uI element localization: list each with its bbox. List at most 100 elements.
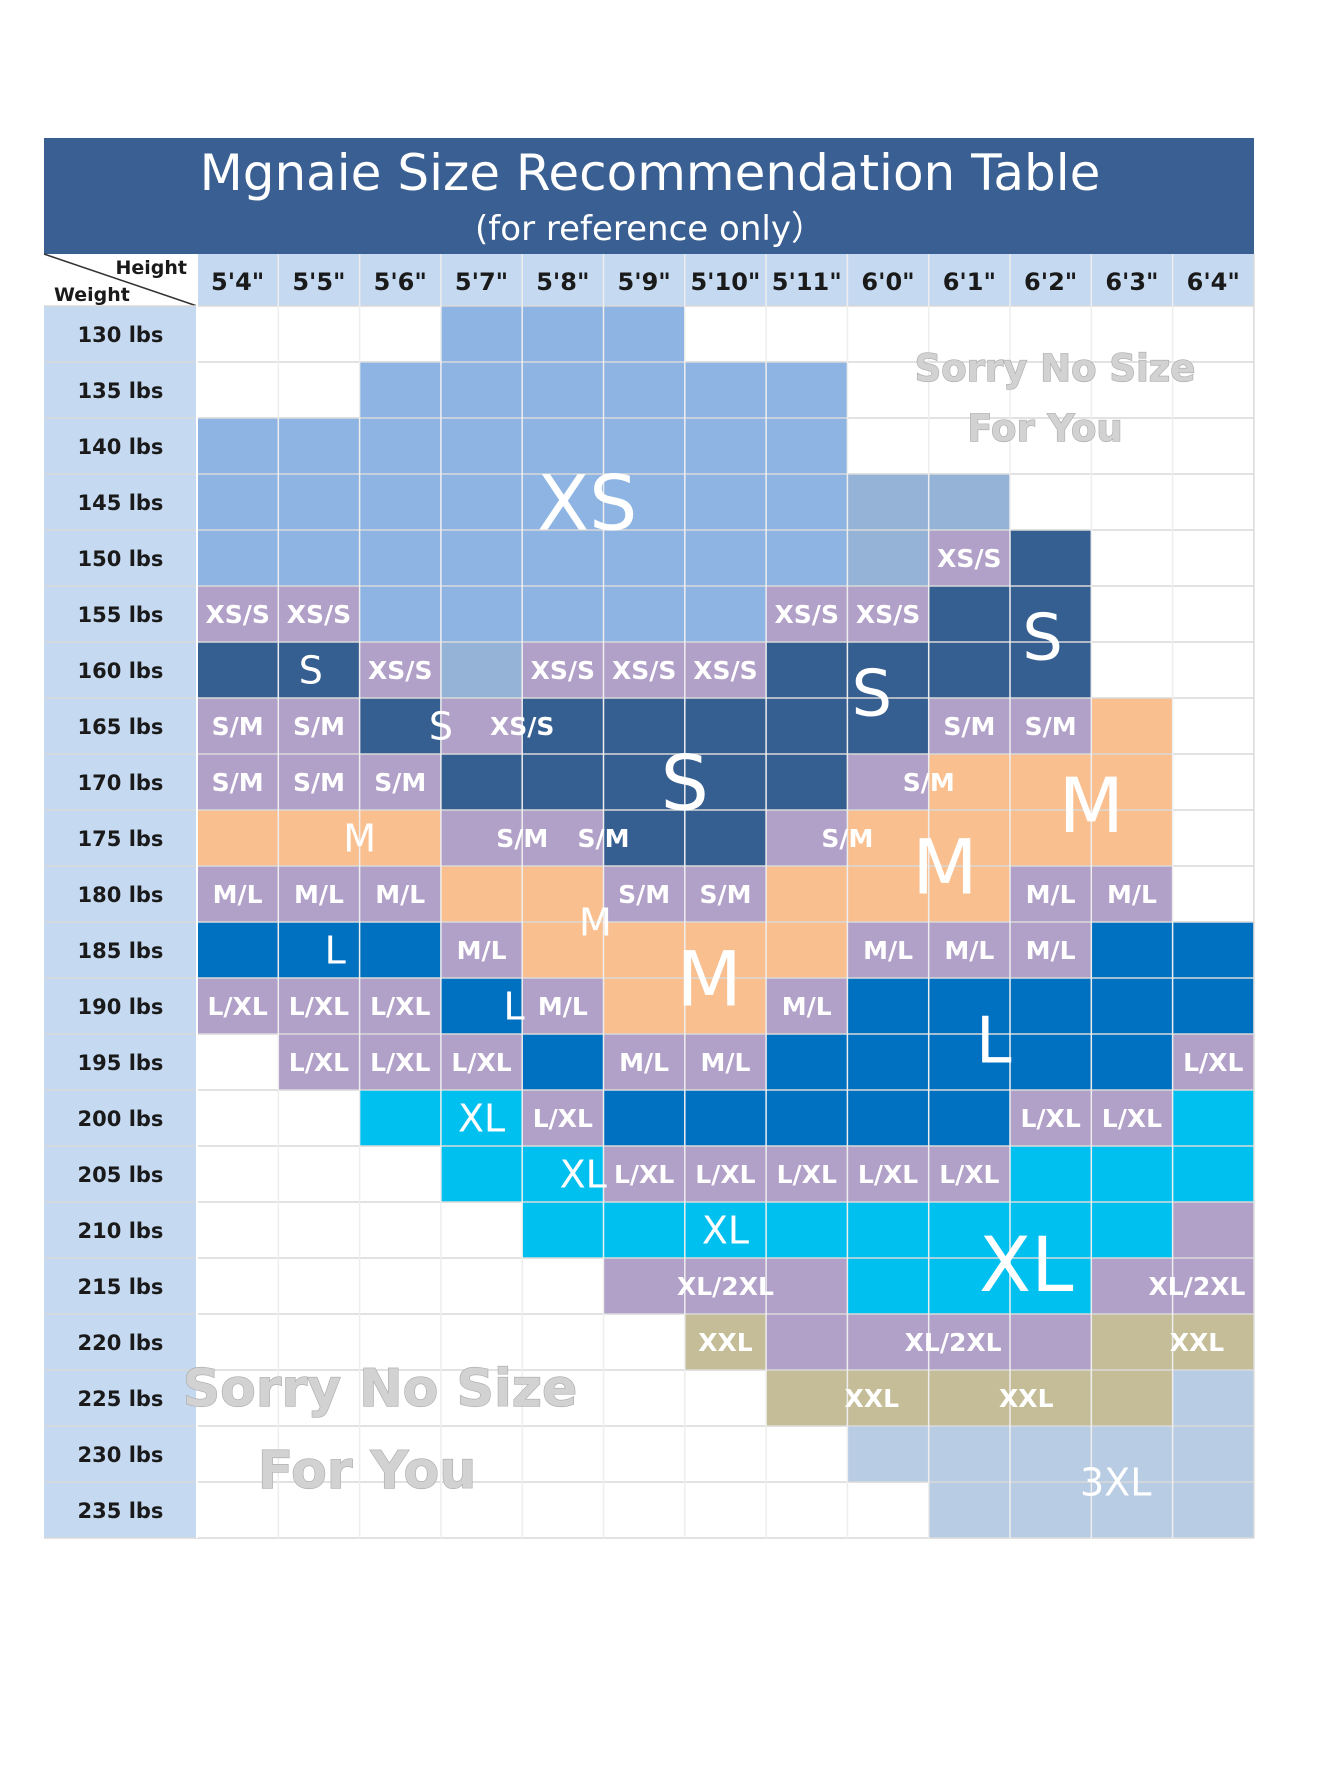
size-cell xyxy=(197,866,279,923)
size-cell xyxy=(1091,810,1174,867)
size-label: XL/2XL xyxy=(905,1328,1002,1357)
size-cell xyxy=(684,754,767,811)
size-label: S/M xyxy=(212,712,264,741)
size-cell xyxy=(522,362,604,419)
size-cell xyxy=(359,1482,442,1539)
size-cell xyxy=(278,698,361,755)
size-cell xyxy=(928,642,1011,699)
size-cell xyxy=(359,1034,442,1091)
size-cell xyxy=(1172,474,1255,531)
weight-label: 225 lbs xyxy=(78,1387,164,1411)
size-cell xyxy=(440,1034,523,1091)
size-cell xyxy=(847,866,930,923)
size-cell xyxy=(440,1258,523,1315)
size-label: S xyxy=(299,649,323,693)
size-cell xyxy=(522,922,604,979)
size-cell xyxy=(847,1090,930,1147)
size-cell xyxy=(1172,418,1255,475)
size-label: M xyxy=(343,817,376,861)
size-cell xyxy=(522,754,604,811)
size-cell xyxy=(684,1146,767,1203)
size-cell xyxy=(440,1482,523,1539)
size-cell xyxy=(928,866,1011,923)
size-cell xyxy=(1091,306,1174,363)
size-cell xyxy=(603,1090,686,1147)
size-cell xyxy=(359,810,442,867)
size-cell xyxy=(684,922,767,979)
size-cell xyxy=(1091,362,1174,419)
weight-label: 155 lbs xyxy=(78,603,164,627)
title-bar xyxy=(44,138,1254,254)
size-cell xyxy=(278,1482,361,1539)
weight-label: 150 lbs xyxy=(78,547,164,571)
weight-label: 210 lbs xyxy=(78,1219,164,1243)
size-cell xyxy=(928,306,1011,363)
size-label: XS/S xyxy=(856,600,920,629)
size-cell xyxy=(684,474,767,531)
size-cell xyxy=(603,1482,686,1539)
size-label: XS/S xyxy=(612,656,676,685)
weight-label: 180 lbs xyxy=(78,883,164,907)
size-cell xyxy=(847,810,930,867)
size-label: L/XL xyxy=(289,1048,349,1077)
size-cell xyxy=(197,1370,279,1427)
size-cell xyxy=(522,978,604,1035)
size-label: S/M xyxy=(821,824,873,853)
size-cell xyxy=(928,1426,1011,1483)
height-header: 5'9" xyxy=(618,268,671,296)
size-cell xyxy=(1091,1146,1174,1203)
size-cell xyxy=(847,530,930,587)
weight-label: 235 lbs xyxy=(78,1499,164,1523)
size-cell xyxy=(197,978,279,1035)
size-cell xyxy=(1010,1482,1092,1539)
size-cell xyxy=(359,698,442,755)
size-cell xyxy=(684,306,767,363)
size-label: XXL xyxy=(999,1384,1054,1413)
height-header: 5'10" xyxy=(690,268,760,296)
weight-label: 200 lbs xyxy=(78,1107,164,1131)
size-cell xyxy=(278,362,361,419)
corner-height-label: Height xyxy=(115,257,187,279)
size-cell xyxy=(766,1034,848,1091)
size-label: S/M xyxy=(496,824,548,853)
size-cell xyxy=(766,922,848,979)
size-cell xyxy=(522,474,604,531)
size-cell xyxy=(1091,530,1174,587)
size-cell xyxy=(522,306,604,363)
size-cell xyxy=(1172,1482,1255,1539)
size-cell xyxy=(603,1426,686,1483)
size-cell xyxy=(928,754,1011,811)
size-cell xyxy=(440,642,523,699)
size-cell xyxy=(847,362,930,419)
size-cell xyxy=(603,362,686,419)
size-cell xyxy=(847,1258,930,1315)
size-cell xyxy=(440,1426,523,1483)
size-labels: XS XS/S XS/S XS/S XS/S XS/S S S XS/S XS/S XS/S XS/S… xyxy=(205,458,1245,1504)
height-header: 6'3" xyxy=(1105,268,1158,296)
size-cell xyxy=(847,1146,930,1203)
size-cells xyxy=(197,306,1255,1539)
size-cell xyxy=(522,586,604,643)
height-headers: 5'4" 5'5" 5'6" 5'7" 5'8" 5'9" 5'10" 5'11" 6'0" 6'… xyxy=(211,268,1240,296)
size-cell xyxy=(1091,1314,1174,1371)
size-cell xyxy=(1091,1034,1174,1091)
size-cell xyxy=(684,1426,767,1483)
header-row: Height Weight 5'4" 5'5" 5'6" 5'7" 5'8" 5'9" 5'… xyxy=(43,253,1254,307)
size-cell xyxy=(603,642,686,699)
size-cell xyxy=(1010,1258,1092,1315)
size-cell xyxy=(522,810,604,867)
size-cell xyxy=(766,1146,848,1203)
weight-label: 185 lbs xyxy=(78,939,164,963)
size-cell xyxy=(928,978,1011,1035)
size-cell xyxy=(684,642,767,699)
size-cell xyxy=(1010,474,1092,531)
size-cell xyxy=(278,1146,361,1203)
size-cell xyxy=(603,754,686,811)
size-label: M xyxy=(676,934,742,1023)
size-cell xyxy=(603,306,686,363)
size-cell xyxy=(1172,1034,1255,1091)
size-label: S xyxy=(429,705,453,749)
size-label: S/M xyxy=(699,880,751,909)
size-cell xyxy=(1091,642,1174,699)
size-cell xyxy=(847,698,930,755)
